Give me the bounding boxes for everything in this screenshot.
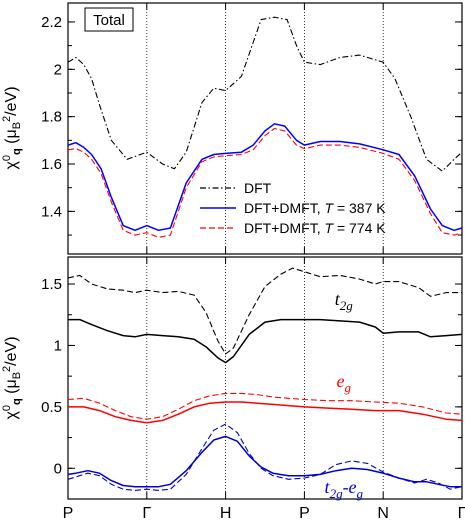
series-line-dft-solid [68,318,463,364]
series-line-eg-solid [68,401,463,424]
y-tick-label: 1.8 [41,109,62,126]
panel-orbital: 0 0.5 1 1.5 t2g eg t2g-eg χ0q (μB2/eV) [1,256,463,501]
series-line-t2g_minus_eg-dashed [67,423,463,491]
x-tick-label: N [377,505,389,522]
series-line-t2g_minus_eg-solid [67,435,462,488]
y-tick-label: 0.5 [41,399,62,416]
y-tick-label: 1.5 [41,276,62,293]
y-tick-label: 1.4 [41,203,62,220]
x-tick-label: Γ [142,505,151,522]
x-tick-label: P [299,505,310,522]
y-tick-label: 1.6 [41,156,62,173]
curve-annotation: t2g-eg [325,477,364,501]
legend-entry-t387: DFT+DMFT, T = 387 K [244,200,386,216]
y-axis-label-top: χ0q (μB2/eV) [1,86,23,169]
series-line-t387-solid [67,123,463,232]
y-tick-label: 1 [54,337,62,354]
x-tick-label: Γ [458,505,465,522]
y-tick-label: 0 [54,460,62,477]
panel-label-box: Total [84,7,134,32]
y-tick-label: 2.2 [41,14,62,31]
series-line-t774-dashed [67,127,463,238]
plot-frame-bottom [67,256,463,500]
series-line-dft-dashed [67,267,462,355]
x-tick-label: P [63,505,74,522]
plot-frame-top [67,2,463,255]
series-line-dft-dashdot [67,16,463,172]
curve-annotation: t2g [335,289,354,313]
legend-entry-t774: DFT+DMFT, T = 774 K [244,220,386,236]
panel-label: Total [93,12,125,29]
panel-total: 1.4 1.6 1.8 2 2.2 Total DFT DFT+DMFT, T = 387… [1,2,463,255]
x-tick-label: H [220,505,232,522]
series-line-eg-dashed [67,392,463,420]
curve-annotation: eg [337,371,352,395]
legend-entry-dft: DFT [244,180,272,196]
y-tick-label: 2 [54,61,62,78]
y-axis-label-bottom: χ0q (μB2/eV) [1,336,23,419]
legend: DFT DFT+DMFT, T = 387 K DFT+DMFT, T = 774 … [200,180,386,236]
